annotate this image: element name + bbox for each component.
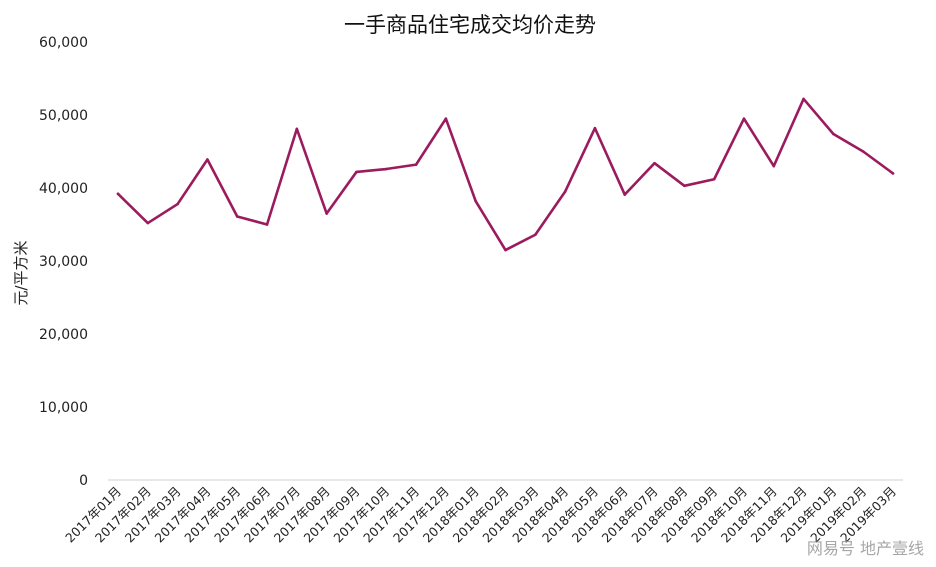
data-point xyxy=(444,117,448,120)
data-point xyxy=(116,192,120,196)
data-point xyxy=(474,199,477,203)
y-tick-label: 60,000 xyxy=(39,35,88,51)
data-point xyxy=(176,202,179,206)
data-point xyxy=(206,158,209,161)
data-point xyxy=(683,184,686,188)
data-point xyxy=(891,172,895,175)
data-point xyxy=(414,163,418,166)
data-point xyxy=(712,177,716,181)
data-point xyxy=(772,164,776,168)
data-point xyxy=(384,167,388,171)
y-tick-label: 30,000 xyxy=(39,254,88,270)
data-point xyxy=(623,193,627,196)
data-point xyxy=(861,150,865,153)
data-point xyxy=(742,117,746,120)
data-point xyxy=(295,127,299,131)
data-points xyxy=(116,97,895,252)
data-point xyxy=(832,132,835,136)
x-axis-ticks: 2017年01月2017年02月2017年03月2017年04月2017年05月… xyxy=(62,484,899,546)
data-point xyxy=(653,161,656,165)
data-point xyxy=(534,233,537,237)
data-point xyxy=(235,215,239,218)
data-point xyxy=(355,170,358,174)
y-axis-ticks: 0 10,000 20,000 30,000 40,000 50,000 60,000 xyxy=(39,35,88,489)
data-point xyxy=(504,248,507,252)
data-point xyxy=(563,190,567,193)
data-point xyxy=(325,212,328,215)
watermark: 网易号 地产壹线 xyxy=(806,539,924,558)
chart-title: 一手商品住宅成交均价走势 xyxy=(344,13,596,37)
data-point xyxy=(146,221,150,225)
data-point xyxy=(802,97,805,101)
y-tick-label: 20,000 xyxy=(39,327,88,343)
series-line xyxy=(116,97,895,252)
y-tick-label: 0 xyxy=(79,473,88,489)
y-tick-label: 40,000 xyxy=(39,181,88,197)
data-point xyxy=(593,126,597,130)
y-tick-label: 10,000 xyxy=(39,400,88,416)
data-point xyxy=(265,223,269,226)
y-axis-label: 元/平方米 xyxy=(12,240,30,305)
y-tick-label: 50,000 xyxy=(39,108,88,124)
